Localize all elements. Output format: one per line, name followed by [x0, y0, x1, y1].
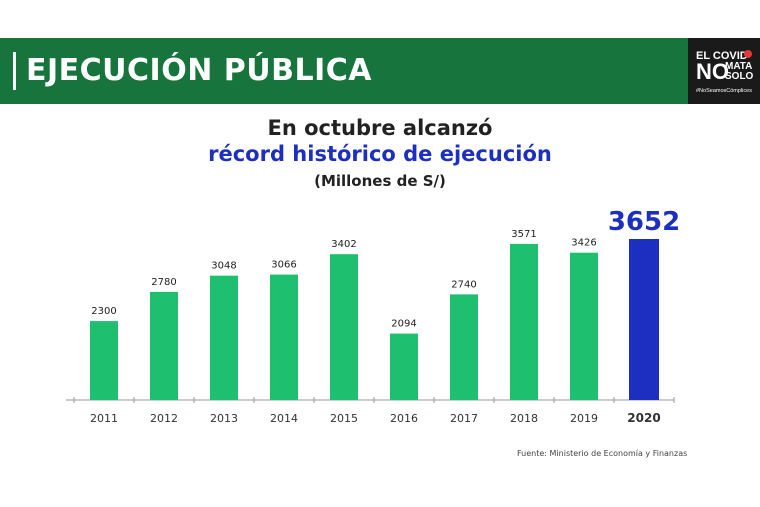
data-label-2015: 3402	[331, 239, 356, 250]
x-tick-label-2013: 2013	[210, 412, 238, 425]
logo-hashtag: #NoSeamosCómplices	[696, 88, 752, 94]
x-tick-label-2014: 2014	[270, 412, 298, 425]
logo-line-1: EL COVID	[696, 50, 748, 62]
data-label-2011: 2300	[91, 306, 116, 317]
virus-icon	[744, 50, 752, 58]
bar-2017	[450, 294, 478, 400]
bar-2011	[90, 321, 118, 400]
x-tick-label-2020: 2020	[627, 411, 660, 425]
logo-big-word: NO	[696, 59, 729, 84]
header-banner: EJECUCIÓN PÚBLICA	[0, 38, 688, 104]
data-label-2014: 3066	[271, 260, 296, 271]
source-note: Fuente: Ministerio de Economía y Finanza…	[517, 449, 688, 458]
data-label-2013: 3048	[211, 261, 236, 272]
bar-2019	[570, 252, 598, 400]
logo-line-2: MATA	[725, 61, 753, 72]
data-label-2017: 2740	[451, 279, 476, 290]
x-tick-label-2018: 2018	[510, 412, 538, 425]
x-tick-label-2019: 2019	[570, 412, 598, 425]
x-tick-label-2011: 2011	[90, 412, 118, 425]
data-label-2019: 3426	[571, 238, 596, 249]
data-label-2016: 2094	[391, 319, 416, 330]
bar-2015	[330, 254, 358, 400]
chart-title-line-2: récord histórico de ejecución	[208, 142, 552, 166]
bar-2012	[150, 291, 178, 400]
x-tick-label-2012: 2012	[150, 412, 178, 425]
data-label-2020: 3652	[608, 207, 680, 237]
banner-accent-bar	[13, 52, 16, 90]
bar-2016	[390, 333, 418, 400]
bar-2020	[629, 239, 659, 400]
x-tick-label-2016: 2016	[390, 412, 418, 425]
data-label-2018: 3571	[511, 229, 536, 240]
bar-2013	[210, 275, 238, 400]
bar-2014	[270, 274, 298, 400]
chart-units-label: (Millones de S/)	[314, 172, 446, 190]
banner-title: EJECUCIÓN PÚBLICA	[26, 53, 372, 88]
bar-2018	[510, 243, 538, 400]
x-tick-label-2017: 2017	[450, 412, 478, 425]
logo-line-3: SOLO	[725, 71, 754, 82]
data-label-2012: 2780	[151, 277, 176, 288]
x-tick-label-2015: 2015	[330, 412, 358, 425]
chart-title-line-1: En octubre alcanzó	[267, 116, 493, 140]
covid-campaign-logo: EL COVID NO MATA SOLO #NoSeamosCómplices	[688, 38, 760, 104]
